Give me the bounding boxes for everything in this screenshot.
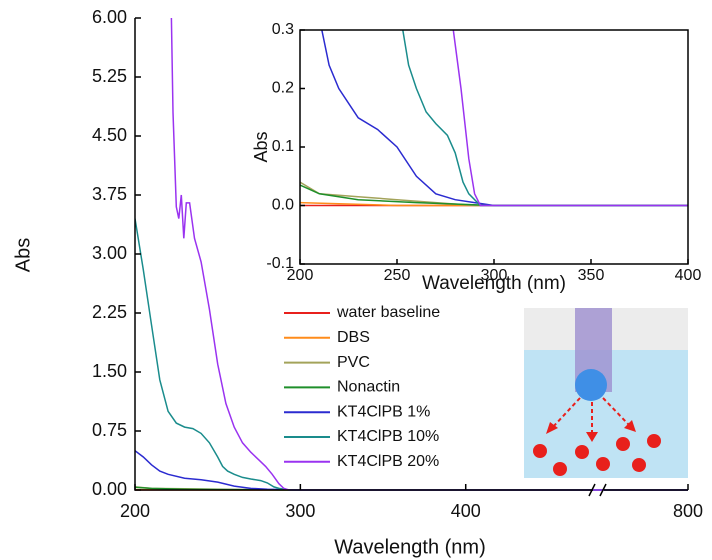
legend-label: KT4ClPB 1% bbox=[337, 403, 430, 420]
legend-label: PVC bbox=[337, 354, 370, 371]
inset-y-tick-label: -0.1 bbox=[266, 255, 294, 272]
inset-line bbox=[452, 30, 688, 207]
y-tick-label: 5.25 bbox=[92, 66, 127, 86]
inset-y-tick-label: 0.1 bbox=[272, 138, 294, 155]
inset-x-tick-label: 350 bbox=[578, 267, 605, 284]
inset-line bbox=[402, 30, 688, 207]
inset-y-tick-label: 0.2 bbox=[272, 80, 294, 97]
x-tick-label: 300 bbox=[285, 501, 315, 521]
y-tick-label: 0.00 bbox=[92, 479, 127, 499]
y-tick-label: 4.50 bbox=[92, 125, 127, 145]
legend-label: DBS bbox=[337, 329, 370, 346]
cell-diagram bbox=[524, 308, 688, 478]
inset-line-group bbox=[300, 30, 688, 207]
x-axis-title: Wavelength (nm) bbox=[334, 536, 486, 558]
inset-y-tick-label: 0.0 bbox=[272, 197, 294, 214]
inset-x-tick-label: 250 bbox=[384, 267, 411, 284]
inset-x-tick-label: 400 bbox=[675, 267, 702, 284]
x-tick-label: 800 bbox=[673, 501, 703, 521]
series-line bbox=[170, 18, 688, 491]
y-tick-label: 0.75 bbox=[92, 420, 127, 440]
legend-label: KT4ClPB 20% bbox=[337, 453, 439, 470]
y-tick-label: 2.25 bbox=[92, 302, 127, 322]
axis-break bbox=[588, 483, 607, 497]
y-tick-label: 3.75 bbox=[92, 184, 127, 204]
inset-y-axis-title: Abs bbox=[251, 131, 271, 162]
inset-background bbox=[300, 30, 688, 264]
inset-x-axis-title: Wavelength (nm) bbox=[422, 273, 566, 294]
legend-label: KT4ClPB 10% bbox=[337, 428, 439, 445]
x-tick-label: 400 bbox=[451, 501, 481, 521]
series-line bbox=[135, 218, 688, 491]
inset-line bbox=[300, 184, 688, 207]
y-tick-label: 6.00 bbox=[92, 7, 127, 27]
y-tick-label: 3.00 bbox=[92, 243, 127, 263]
inset-line bbox=[321, 30, 688, 207]
inset-x-tick-label: 300 bbox=[481, 267, 508, 284]
x-tick-label: 200 bbox=[120, 501, 150, 521]
y-tick-label: 1.50 bbox=[92, 361, 127, 381]
y-axis-title: Abs bbox=[12, 238, 34, 272]
legend-label: Nonactin bbox=[337, 379, 400, 396]
legend-label: water baseline bbox=[336, 304, 440, 321]
inset-y-tick-label: 0.3 bbox=[272, 21, 294, 38]
inset-x-tick-label: 200 bbox=[287, 267, 314, 284]
